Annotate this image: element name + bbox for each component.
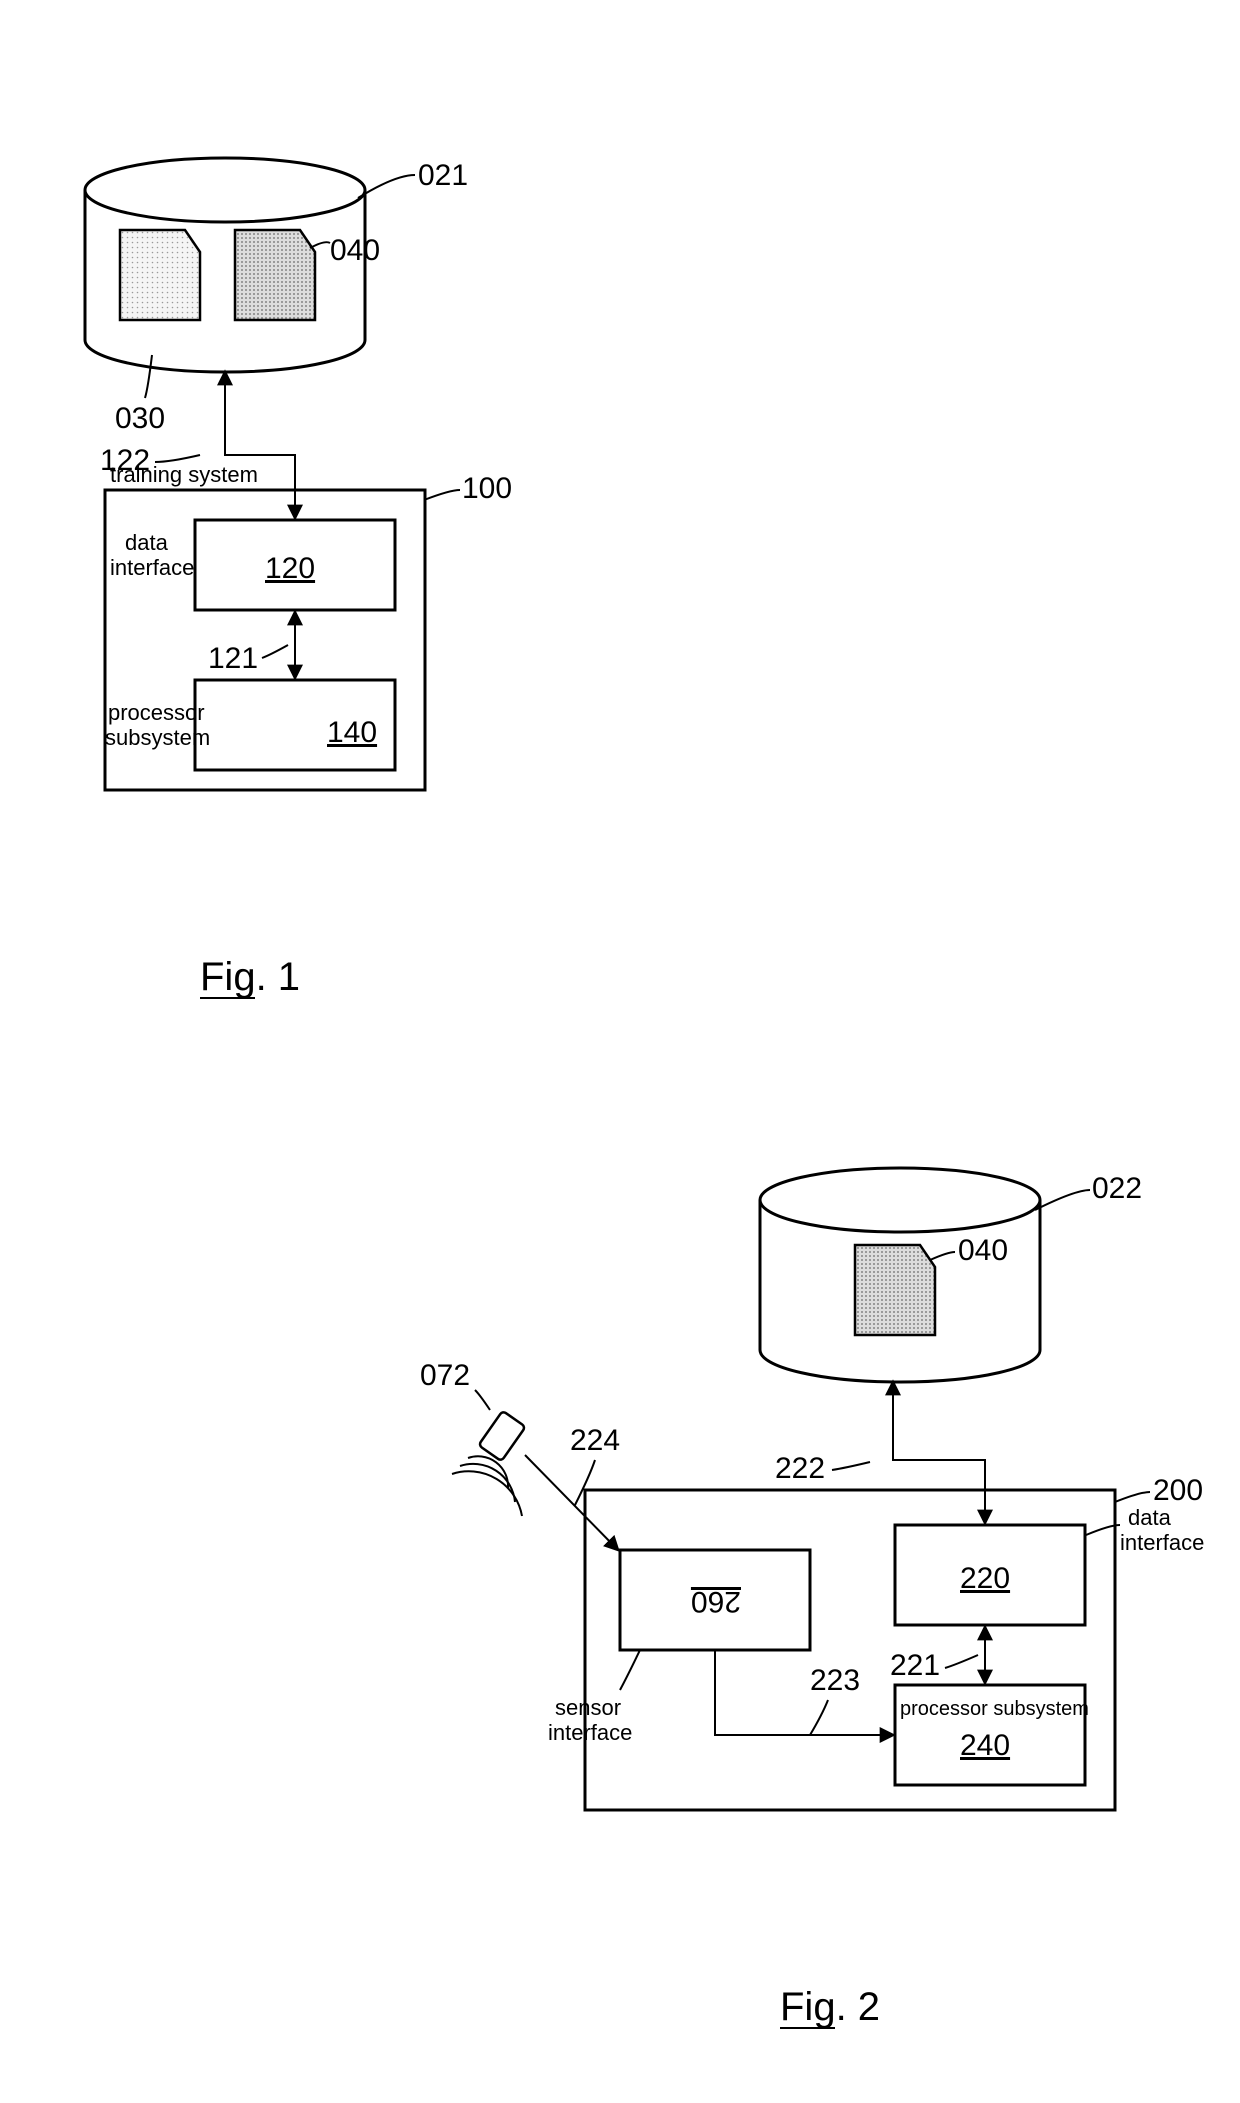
label-data-interface-2b: interface (1120, 1530, 1204, 1555)
ref-121: 121 (208, 642, 258, 675)
label-data-interface-2a: data (1128, 1505, 1172, 1530)
ref-200: 200 (1153, 1474, 1203, 1507)
arrow-222 (893, 1382, 985, 1523)
ref-040-fig2: 040 (958, 1234, 1008, 1267)
fig1-caption: Fig. 1 (200, 955, 300, 999)
sensor-icon (452, 1411, 526, 1516)
ref-222: 222 (775, 1452, 825, 1485)
label-data-interface-1a: data (125, 530, 169, 555)
ref-240: 240 (960, 1729, 1010, 1762)
ref-120: 120 (265, 552, 315, 585)
file-icon-040-fig2 (855, 1245, 935, 1335)
ref-022: 022 (1092, 1172, 1142, 1205)
ref-224: 224 (570, 1424, 620, 1457)
ref-021: 021 (418, 159, 468, 192)
ref-040-fig1: 040 (330, 234, 380, 267)
label-processor-2: processor subsystem (900, 1698, 1089, 1720)
ref-260: 260 (691, 1585, 741, 1618)
label-sensor-interface-b: interface (548, 1720, 632, 1745)
fig2-caption: Fig. 2 (780, 1985, 880, 2029)
label-data-interface-1b: interface (110, 555, 194, 580)
label-processor-1b: subsystem (105, 725, 210, 750)
file-icon-030 (120, 230, 200, 320)
figure-2: 022 040 200 220 data interface processor… (420, 1168, 1204, 2029)
label-processor-1a: processor (108, 700, 205, 725)
arrow-224 (525, 1455, 618, 1550)
arrow-122 (225, 372, 295, 518)
ref-140: 140 (327, 716, 377, 749)
ref-072: 072 (420, 1359, 470, 1392)
label-sensor-interface-a: sensor (555, 1695, 621, 1720)
ref-220: 220 (960, 1562, 1010, 1595)
figure-1: 021 030 040 100 training system 120 data… (85, 158, 512, 999)
file-icon-040-fig1 (235, 230, 315, 320)
arrow-223 (715, 1650, 893, 1735)
ref-221: 221 (890, 1649, 940, 1682)
ref-030: 030 (115, 402, 165, 435)
ref-100: 100 (462, 472, 512, 505)
ref-223: 223 (810, 1664, 860, 1697)
ref-122: 122 (100, 444, 150, 477)
